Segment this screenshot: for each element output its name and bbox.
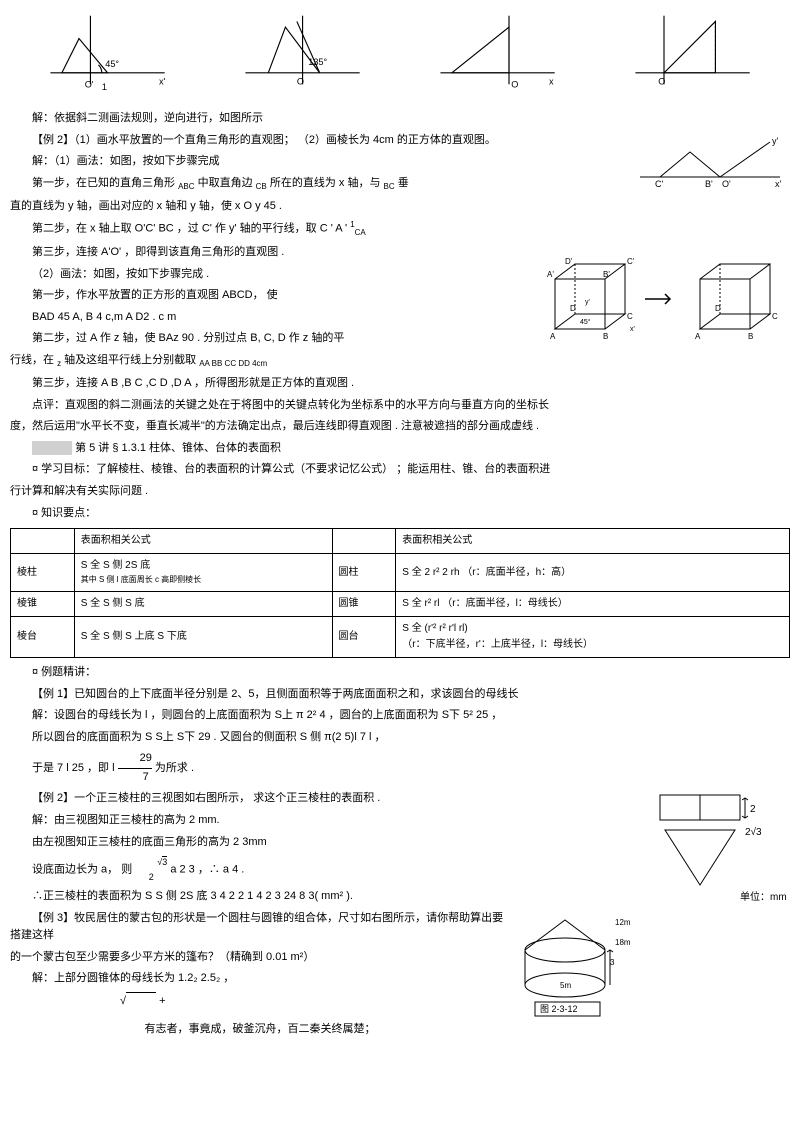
yurt-diagram: 12m 18m 3 5m 图 2-3-12 bbox=[510, 910, 650, 1027]
svg-text:45°: 45° bbox=[580, 318, 591, 326]
th-2: 表面积相关公式 bbox=[396, 529, 790, 554]
ex2-part1: 【例 2】（1）画水平放置的一个直角三角形的直观图； bbox=[32, 134, 295, 146]
examples-header: ¤ 例题精讲： bbox=[10, 664, 790, 682]
svg-text:B: B bbox=[748, 332, 753, 341]
svg-text:18m: 18m bbox=[615, 938, 631, 947]
comment-2: 度，然后运用"水平长不变，垂直长减半"的方法确定出点，最后连线即得直观图 . 注… bbox=[10, 418, 790, 436]
svg-text:2√3: 2√3 bbox=[745, 826, 762, 838]
sqrt-line: √ + bbox=[10, 992, 790, 1011]
svg-text:12m: 12m bbox=[615, 918, 631, 927]
svg-text:图 2-3-12: 图 2-3-12 bbox=[540, 1004, 578, 1014]
knowledge-points: ¤ 知识要点： bbox=[10, 505, 790, 523]
cube-diagram: A B C D A' B' C' D' 45° y' x' A B C D bbox=[530, 244, 790, 354]
cell-prism: 棱柱 bbox=[11, 554, 75, 592]
svg-text:45°: 45° bbox=[105, 59, 119, 69]
cell-frus-f: S 全 S 侧 S 上底 S 下底 bbox=[74, 616, 332, 657]
objectives: ¤ 学习目标：了解棱柱、棱锥、台的表面积的计算公式（不要求记忆公式） ；能运用柱… bbox=[10, 461, 790, 479]
svg-text:单位：mm: 单位：mm bbox=[740, 890, 787, 903]
gray-box bbox=[32, 441, 72, 455]
svg-text:C': C' bbox=[627, 257, 635, 266]
cell-cone-f: S 全 r² rl （r：底面半径，l：母线长） bbox=[396, 591, 790, 616]
cell-cyl: 圆柱 bbox=[332, 554, 396, 592]
e1-sol-3: 于是 7 l 25 ，即 l 297 为所求 . bbox=[10, 750, 790, 786]
svg-text:A: A bbox=[695, 332, 701, 341]
svg-text:x: x bbox=[549, 76, 554, 86]
svg-text:D: D bbox=[715, 304, 721, 313]
prism-three-view: 2 2√3 单位：mm bbox=[650, 790, 790, 917]
svg-text:O: O bbox=[511, 80, 518, 90]
svg-text:O': O' bbox=[85, 80, 94, 90]
svg-text:D: D bbox=[570, 304, 576, 313]
diagram-4: O bbox=[624, 10, 761, 90]
svg-text:y': y' bbox=[585, 299, 590, 306]
svg-text:O': O' bbox=[722, 179, 731, 189]
cell-cfrus: 圆台 bbox=[332, 616, 396, 657]
svg-text:3: 3 bbox=[610, 958, 615, 967]
svg-text:x': x' bbox=[775, 179, 782, 189]
svg-text:B': B' bbox=[705, 179, 713, 189]
ex2-step1b: 直的直线为 y 轴，画出对应的 x 轴和 y 轴，使 x O y 45 . bbox=[10, 198, 790, 216]
svg-text:x': x' bbox=[630, 326, 635, 333]
cell-cfrus-f: S 全 (r'² r² r'l rl)（r：下底半径，r'：上底半径，l：母线长… bbox=[396, 616, 790, 657]
svg-text:D': D' bbox=[565, 257, 573, 266]
svg-text:5m: 5m bbox=[560, 981, 571, 990]
motivational-quote: 有志者，事竟成，破釜沉舟，百二秦关终属楚； bbox=[10, 1021, 790, 1039]
cell-frus: 棱台 bbox=[11, 616, 75, 657]
top-diagrams: 45° O' x' 1 135° O Ox O bbox=[10, 10, 790, 90]
ex2-p2-step3: 第三步，连接 A B ,B C ,C D ,D A ，所得图形就是正方体的直观图… bbox=[10, 375, 790, 393]
th-1: 表面积相关公式 bbox=[74, 529, 332, 554]
ex2-p2-step2b: 行线，在 z 轴及这组平行线上分别截取 AA BB CC DD 4cm bbox=[10, 352, 790, 371]
e1-sol-1: 解：设圆台的母线长为 l ，则圆台的上底面面积为 S上 π 2² 4 ，圆台的上… bbox=[10, 707, 790, 725]
example-1: 【例 1】已知圆台的上下底面半径分别是 2、5，且侧面面积等于两底面面积之和，求… bbox=[10, 686, 790, 704]
svg-text:O: O bbox=[297, 76, 304, 86]
triangle-oblique-fig: C' B' O' x' y' bbox=[630, 132, 790, 199]
e1-sol-2: 所以圆台的底面面积为 S S上 S下 29 . 又圆台的侧面积 S 侧 π(2 … bbox=[10, 729, 790, 747]
svg-text:B: B bbox=[603, 332, 608, 341]
svg-text:1: 1 bbox=[102, 82, 107, 90]
formula-table: 表面积相关公式 表面积相关公式 棱柱S 全 S 侧 2S 底其中 S 侧 l 底面… bbox=[10, 528, 790, 658]
cell-prism-f: S 全 S 侧 2S 底其中 S 侧 l 底面周长 c 高即侧棱长 bbox=[74, 554, 332, 592]
comment-1: 点评：直观图的斜二测画法的关键之处在于将图中的关键点转化为坐标系中的水平方向与垂… bbox=[10, 397, 790, 415]
diagram-2: 135° O bbox=[234, 10, 371, 90]
solution-intro: 解：依据斜二测画法规则，逆向进行，如图所示 bbox=[10, 110, 790, 128]
svg-text:y': y' bbox=[772, 136, 779, 146]
cell-cyl-f: S 全 2 r² 2 rh （r：底面半径，h：高） bbox=[396, 554, 790, 592]
diagram-1: 45° O' x' 1 bbox=[39, 10, 176, 90]
cell-pyr-f: S 全 S 侧 S 底 bbox=[74, 591, 332, 616]
objectives-2: 行计算和解决有关实际问题 . bbox=[10, 483, 790, 501]
svg-text:C: C bbox=[627, 312, 633, 321]
ex2-step2: 第二步，在 x 轴上取 O'C' BC ，过 C' 作 y' 轴的平行线，取 C… bbox=[10, 219, 790, 240]
svg-text:C': C' bbox=[655, 179, 663, 189]
svg-text:B': B' bbox=[603, 270, 610, 279]
lecture-title: 第 5 讲 § 1.3.1 柱体、锥体、台体的表面积 bbox=[10, 440, 790, 458]
svg-text:135°: 135° bbox=[308, 57, 327, 67]
example-3b: 的一个蒙古包至少需要多少平方米的篷布？（精确到 0.01 m²） bbox=[10, 949, 790, 967]
svg-text:C: C bbox=[772, 312, 778, 321]
e3-sol-1: 解：上部分圆锥体的母线长为 1.2₂ 2.5₂ ， bbox=[10, 970, 790, 988]
diagram-3: Ox bbox=[429, 10, 566, 90]
ex2-part2: （2）画棱长为 4cm 的正方体的直观图。 bbox=[298, 134, 496, 146]
svg-text:2: 2 bbox=[750, 804, 756, 815]
cell-pyr: 棱锥 bbox=[11, 591, 75, 616]
svg-text:x': x' bbox=[159, 76, 166, 86]
svg-text:A': A' bbox=[547, 270, 554, 279]
cell-cone: 圆锥 bbox=[332, 591, 396, 616]
svg-text:O: O bbox=[658, 76, 665, 86]
svg-text:A: A bbox=[550, 332, 556, 341]
